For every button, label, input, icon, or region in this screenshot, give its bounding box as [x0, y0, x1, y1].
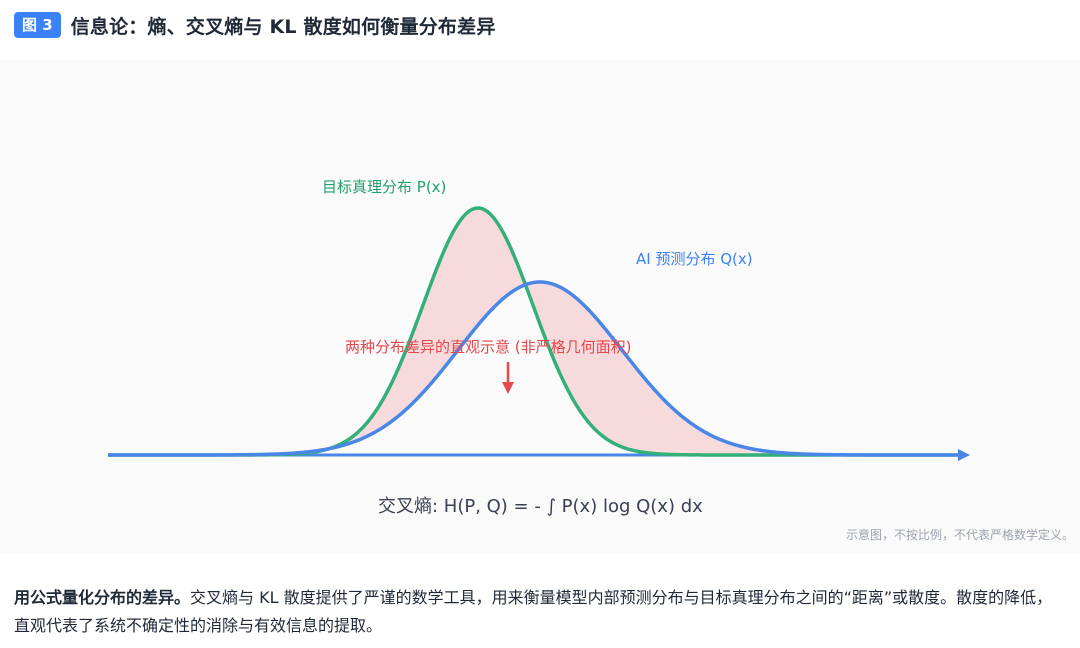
figure-badge: 图 3 [14, 12, 61, 38]
p-distribution-curve [108, 206, 962, 457]
cross-entropy-formula: 交叉熵: H(P, Q) = - ∫ P(x) log Q(x) dx [378, 496, 703, 517]
difference-arrowhead [502, 382, 514, 394]
diagram-canvas [108, 206, 970, 461]
q-distribution-curve [108, 280, 962, 457]
figure-header: 图 3 信息论：熵、交叉熵与 KL 散度如何衡量分布差异 [0, 0, 1080, 50]
caption-text: 交叉熵与 KL 散度提供了严谨的数学工具，用来衡量模型内部预测分布与目标真理分布… [14, 588, 1053, 635]
difference-area [108, 208, 962, 455]
x-axis-arrowhead [958, 449, 970, 461]
distribution-diagram: 目标真理分布 P(x) AI 预测分布 Q(x) 两种分布差异的直观示意 (非严… [0, 60, 1080, 554]
figure-caption: 用公式量化分布的差异。交叉熵与 KL 散度提供了严谨的数学工具，用来衡量模型内部… [14, 584, 1066, 640]
difference-label: 两种分布差异的直观示意 (非严格几何面积) [345, 338, 632, 356]
figure-title: 信息论：熵、交叉熵与 KL 散度如何衡量分布差异 [70, 15, 496, 38]
caption-lead: 用公式量化分布的差异。 [14, 588, 191, 607]
p-distribution-label: 目标真理分布 P(x) [322, 178, 447, 196]
q-distribution-label: AI 预测分布 Q(x) [636, 250, 753, 268]
disclaimer-note: 示意图，不按比例，不代表严格数学定义。 [845, 528, 1074, 542]
